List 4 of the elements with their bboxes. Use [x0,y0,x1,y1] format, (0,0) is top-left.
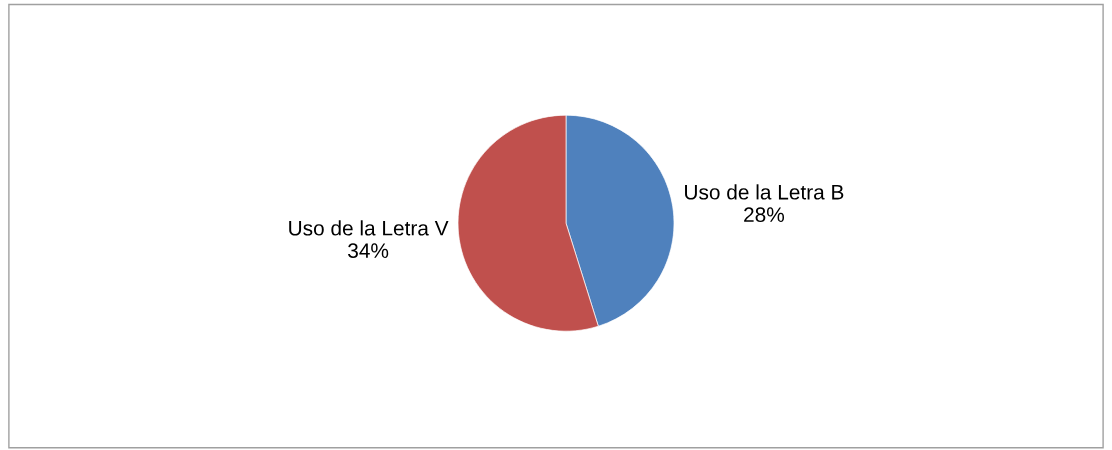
data-label: 34% [348,243,389,258]
data-label: 28% [744,207,785,223]
slice-label: Uso de la Letra B [685,184,844,200]
slice-label: Uso de la Letra V [289,220,449,236]
